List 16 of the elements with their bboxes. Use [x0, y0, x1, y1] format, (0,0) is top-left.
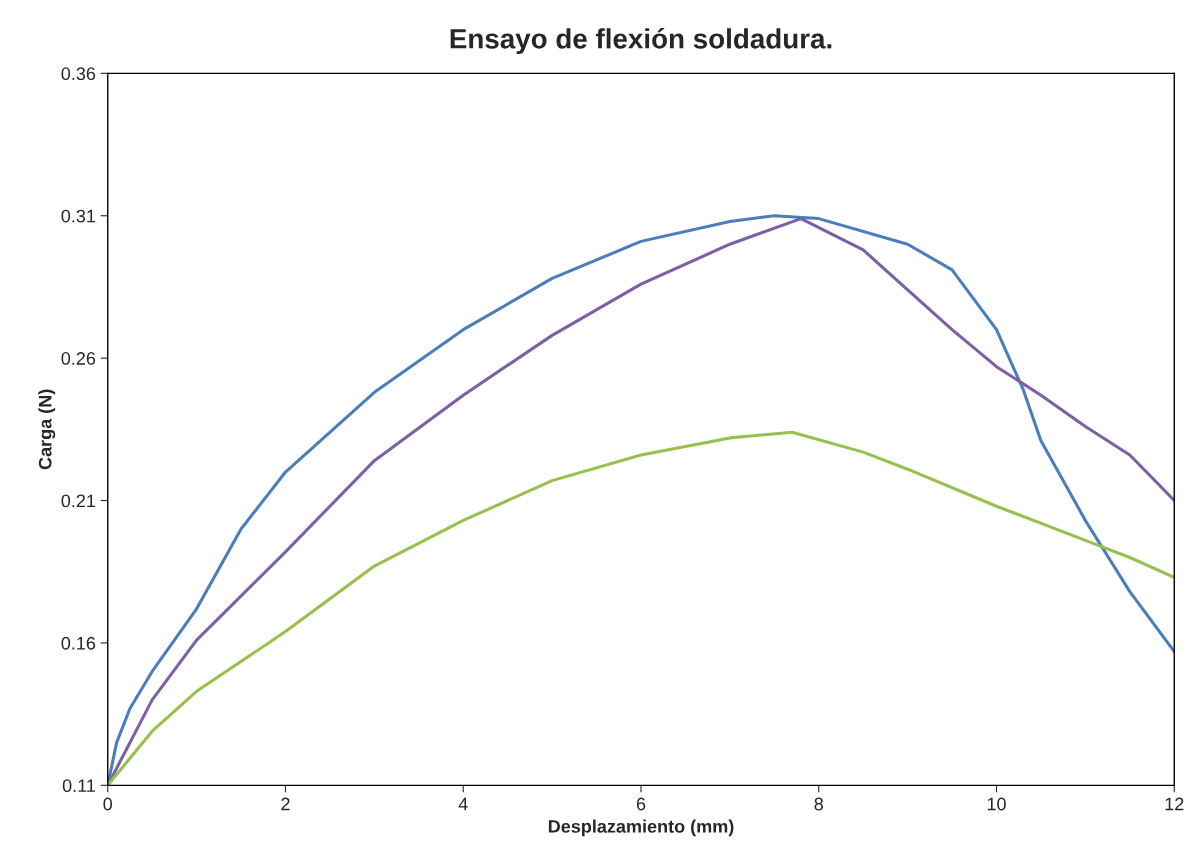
x-tick-label: 6 [636, 797, 646, 811]
y-tick-label: 0.21 [61, 494, 96, 508]
y-tick-label: 0.36 [61, 67, 96, 81]
y-tick-label: 0.11 [62, 779, 96, 793]
y-tick-label: 0.26 [61, 352, 96, 365]
x-axis-title: Desplazamiento (mm) [548, 819, 734, 837]
x-tick-label: 8 [814, 797, 823, 811]
x-tick-label: 2 [281, 797, 290, 811]
x-tick-label: 12 [1165, 797, 1184, 811]
x-tick-label: 10 [987, 797, 1006, 811]
x-tick-label: 4 [458, 797, 468, 811]
chart-title: Ensayo de flexión soldadura. [450, 27, 832, 55]
x-tick-label: 0 [103, 797, 113, 811]
y-tick-label: 0.16 [61, 636, 96, 650]
y-tick-label: 0.31 [61, 209, 96, 223]
y-axis-title: Carga (N) [38, 389, 56, 470]
